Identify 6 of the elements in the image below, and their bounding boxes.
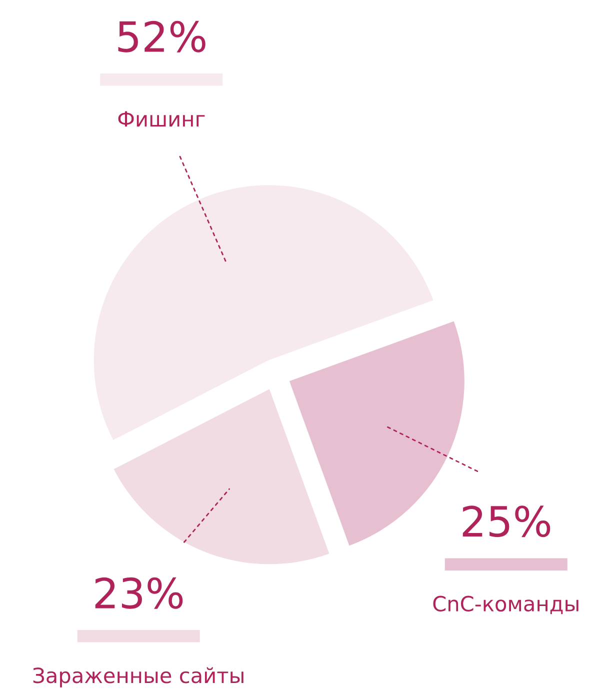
slice-label: Зараженные сайты — [33, 667, 244, 688]
slice-label: CnC-команды — [433, 596, 578, 614]
data-label: 25% — [462, 506, 550, 538]
data-label: 52% — [118, 20, 206, 52]
data-label: 23% — [95, 577, 183, 609]
slice-label: Фишинг — [118, 111, 205, 126]
